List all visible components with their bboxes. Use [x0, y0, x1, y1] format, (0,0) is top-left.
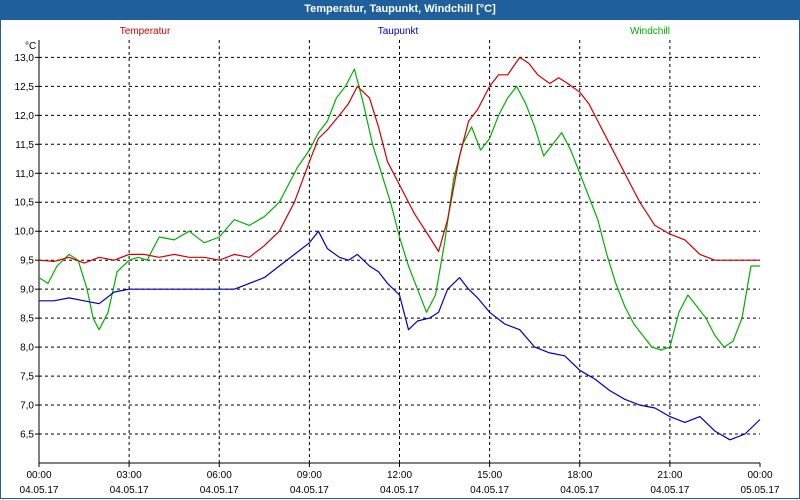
y-tick-label: 13,0 [15, 53, 35, 64]
y-axis-label: °C [25, 41, 36, 52]
y-tick-label: 12,5 [15, 82, 35, 93]
legend-entry-temperatur: Temperatur [120, 26, 171, 37]
y-tick-label: 9,5 [20, 256, 34, 267]
legend: Temperatur Taupunkt Windchill [120, 26, 670, 37]
y-tick-label: 8,0 [20, 343, 34, 354]
x-tick-time: 03:00 [117, 470, 142, 481]
x-tick-date: 04.05.17 [650, 485, 689, 496]
y-tick-label: 7,5 [20, 372, 34, 383]
chart-title: Temperatur, Taupunkt, Windchill [°C] [0, 0, 800, 20]
legend-entry-windchill: Windchill [630, 26, 670, 37]
y-tick-label: 11,5 [15, 140, 34, 151]
x-tick-time: 00:00 [26, 470, 51, 481]
y-tick-label: 12,0 [15, 111, 35, 122]
legend-entry-taupunkt: Taupunkt [378, 26, 419, 37]
x-tick-date: 04.05.17 [200, 485, 239, 496]
series-line-temperatur [38, 56, 760, 264]
series-line-taupunkt [39, 230, 761, 441]
y-tick-labels: 13,0 12,5 12,0 11,5 11,0 10,5 10,0 9,5 9,0 8,5 8,0… [15, 53, 39, 441]
y-tick-label: 10,5 [15, 198, 35, 209]
x-tick-labels: 00:00 04.05.17 03:00 04.05.17 06:00 04.05.17 0… [20, 463, 780, 496]
y-tick-label: 7,0 [20, 401, 34, 412]
x-tick-date: 04.05.17 [470, 485, 509, 496]
x-tick-time: 09:00 [297, 470, 322, 481]
series-lines [38, 56, 761, 441]
x-tick-time: 06:00 [207, 470, 232, 481]
x-tick-date: 04.05.17 [380, 485, 419, 496]
y-tick-label: 10,0 [15, 227, 35, 238]
x-tick-date: 04.05.17 [560, 485, 599, 496]
series-line-windchill [38, 68, 760, 351]
x-tick-time: 18:00 [567, 470, 592, 481]
y-tick-label: 9,0 [20, 285, 34, 296]
x-tick-time: 12:00 [387, 470, 412, 481]
x-tick-date: 04.05.17 [20, 485, 59, 496]
x-tick-time: 21:00 [657, 470, 682, 481]
x-tick-date: 04.05.17 [290, 485, 329, 496]
x-tick-date: 05.05.17 [741, 485, 780, 496]
x-tick-time: 15:00 [477, 470, 502, 481]
x-tick-date: 04.05.17 [110, 485, 149, 496]
y-tick-label: 6,5 [20, 430, 34, 441]
y-tick-label: 11,0 [15, 169, 34, 180]
grid-lines [39, 40, 760, 463]
x-tick-time: 00:00 [747, 470, 772, 481]
y-tick-label: 8,5 [20, 314, 34, 325]
